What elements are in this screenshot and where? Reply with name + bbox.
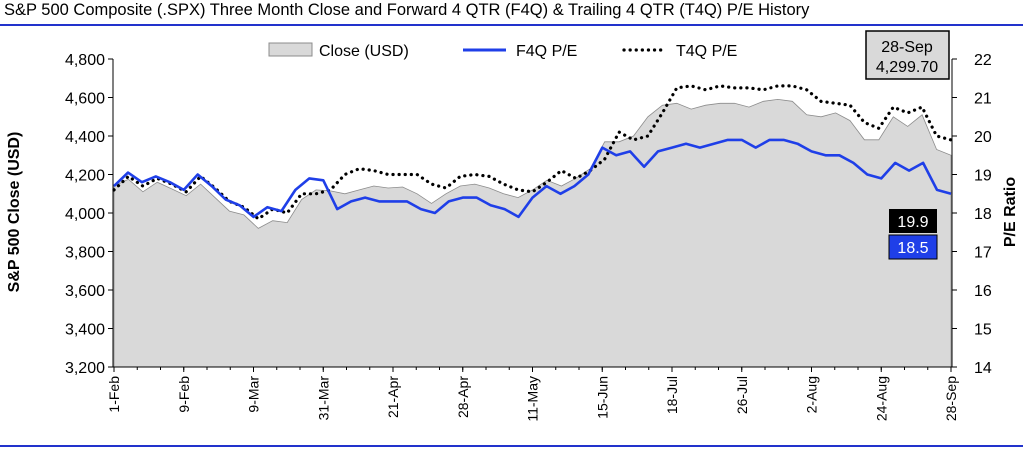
x-tick-label: 28-Apr: [455, 376, 471, 418]
legend-close-label: Close (USD): [319, 43, 409, 60]
right-tick-label: 17: [974, 245, 992, 262]
right-tick-label: 16: [974, 283, 992, 300]
left-tick-label: 4,600: [65, 91, 105, 108]
left-tick-label: 4,000: [65, 206, 105, 223]
legend-close-swatch: [268, 42, 313, 57]
x-tick-label: 28-Sep: [943, 376, 959, 421]
left-tick-label: 4,800: [65, 52, 105, 69]
x-tick-label: 9-Feb: [176, 376, 192, 413]
x-tick-label: 11-May: [525, 376, 541, 422]
right-tick-label: 18: [974, 206, 992, 223]
latest-date: 28-Sep: [881, 39, 933, 56]
latest-close: 4,299.70: [876, 59, 938, 76]
right-axis-title: P/E Ratio: [1002, 177, 1019, 247]
left-tick-label: 4,400: [65, 129, 105, 146]
x-tick-label: 2-Aug: [804, 376, 820, 413]
t4q-tag-value: 19.9: [897, 214, 928, 231]
left-tick-label: 3,800: [65, 245, 105, 262]
left-tick-label: 4,200: [65, 168, 105, 185]
x-tick-label: 26-Jul: [734, 376, 750, 414]
latest-value-box: 28-Sep 4,299.70: [865, 30, 950, 80]
x-tick-label: 9-Mar: [246, 376, 262, 413]
right-tick-label: 19: [974, 168, 992, 185]
chart-title: S&P 500 Composite (.SPX) Three Month Clo…: [4, 1, 810, 19]
footer-rule: [0, 445, 1023, 447]
f4q-tag-value: 18.5: [897, 240, 928, 257]
legend-f4q-label: F4Q P/E: [516, 43, 577, 60]
t4q-tag: [889, 209, 937, 233]
latest-box-frame: [865, 30, 950, 80]
legend: Close (USD) F4Q P/E T4Q P/E: [268, 42, 737, 60]
right-tick-label: 21: [974, 91, 992, 108]
left-tick-label: 3,200: [65, 360, 105, 377]
t4q-line: [112, 84, 953, 221]
right-tick-label: 20: [974, 129, 992, 146]
x-tick-label: 18-Jul: [664, 376, 680, 414]
f4q-line: [113, 138, 952, 219]
right-tick-label: 15: [974, 322, 992, 339]
f4q-tag: [888, 234, 938, 260]
title-rule: [0, 24, 1023, 26]
right-tick-label: 22: [974, 52, 992, 69]
x-tick-label: 1-Feb: [106, 376, 122, 413]
close-area: [113, 98, 952, 368]
left-axis-title: S&P 500 Close (USD): [6, 132, 23, 293]
x-tick-label: 24-Aug: [873, 376, 889, 421]
left-tick-label: 3,400: [65, 322, 105, 339]
x-tick-label: 15-Jun: [594, 376, 610, 419]
legend-t4q-label: T4Q P/E: [676, 43, 737, 60]
right-tick-label: 14: [974, 360, 992, 377]
x-tick-label: 31-Mar: [315, 376, 331, 421]
left-tick-label: 3,600: [65, 283, 105, 300]
x-tick-label: 21-Apr: [385, 376, 401, 418]
